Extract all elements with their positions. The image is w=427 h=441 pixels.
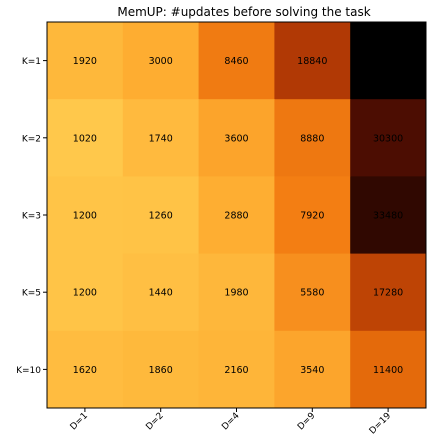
heatmap-cell bbox=[122, 253, 200, 332]
x-tick-label: D=19 bbox=[368, 411, 394, 437]
heatmap-cell bbox=[274, 99, 351, 177]
x-tick-label: D=4 bbox=[220, 411, 242, 433]
cell-value-label: 1740 bbox=[149, 133, 173, 144]
cell-value-label: 33480 bbox=[373, 211, 403, 222]
cell-value-label: 1440 bbox=[149, 288, 173, 299]
heatmap-cell bbox=[198, 22, 275, 100]
x-tick-label: D=9 bbox=[296, 411, 318, 433]
heatmap-cell bbox=[47, 176, 124, 255]
heatmap-cell bbox=[274, 253, 351, 332]
cell-value-label: 1980 bbox=[224, 288, 248, 299]
cell-value-label: 1200 bbox=[73, 288, 97, 299]
cell-value-label: 3540 bbox=[300, 365, 324, 376]
y-tick-label: K=1 bbox=[22, 57, 41, 67]
heatmap-cell bbox=[198, 176, 275, 255]
heatmap-cell bbox=[47, 22, 124, 100]
y-tick-label: K=10 bbox=[16, 366, 41, 376]
cell-value-label: 2880 bbox=[224, 211, 248, 222]
y-axis: K=1 K=2 K=3 K=5 K=10 bbox=[16, 57, 47, 376]
heatmap-cell bbox=[122, 99, 200, 177]
cell-value-label: 3000 bbox=[149, 56, 173, 67]
cell-value-label: 1020 bbox=[73, 133, 97, 144]
heatmap-cell bbox=[122, 22, 200, 100]
heatmap-cell bbox=[198, 99, 275, 177]
heatmap-cell bbox=[47, 330, 124, 409]
heatmap-cell bbox=[122, 176, 200, 255]
y-tick-label: K=2 bbox=[22, 134, 41, 144]
heatmap-cell bbox=[350, 176, 427, 255]
y-tick-label: K=5 bbox=[22, 289, 41, 299]
heatmap-cell bbox=[350, 330, 427, 409]
cell-value-label: 18840 bbox=[297, 56, 327, 67]
cell-value-label: 8880 bbox=[300, 133, 324, 144]
heatmap-cells bbox=[47, 22, 427, 409]
cell-value-label: 8460 bbox=[224, 56, 248, 67]
heatmap-cell bbox=[274, 330, 351, 409]
cell-value-label: 1860 bbox=[149, 365, 173, 376]
heatmap-cell-labels: 1920 3000 8460 18840 1020 1740 3600 8880 30300 12… bbox=[73, 56, 403, 376]
heatmap-cell bbox=[350, 22, 427, 100]
x-tick-label: D=1 bbox=[69, 411, 90, 432]
heatmap-cell bbox=[350, 253, 427, 332]
heatmap-cell bbox=[274, 176, 351, 255]
cell-value-label: 30300 bbox=[373, 133, 403, 144]
heatmap-cell bbox=[47, 253, 124, 332]
heatmap-cell bbox=[350, 99, 427, 177]
heatmap-cell bbox=[47, 99, 124, 177]
cell-value-label: 11400 bbox=[373, 365, 403, 376]
cell-value-label: 1920 bbox=[73, 56, 97, 67]
cell-value-label: 7920 bbox=[300, 211, 324, 222]
heatmap-cell bbox=[198, 253, 275, 332]
x-axis: D=1 D=2 D=4 D=9 D=19 bbox=[69, 408, 394, 437]
y-tick-label: K=3 bbox=[22, 212, 41, 222]
cell-value-label: 1620 bbox=[73, 365, 97, 376]
cell-value-label: 1200 bbox=[73, 211, 97, 222]
cell-value-label: 3600 bbox=[224, 133, 248, 144]
x-tick-label: D=2 bbox=[144, 411, 165, 432]
cell-value-label: 1260 bbox=[149, 211, 173, 222]
cell-value-label: 5580 bbox=[300, 288, 324, 299]
cell-value-label: 17280 bbox=[373, 288, 403, 299]
heatmap-cell bbox=[198, 330, 275, 409]
chart-title: MemUP: #updates before solving the task bbox=[117, 5, 370, 19]
heatmap-cell bbox=[122, 330, 200, 409]
heatmap-cell bbox=[274, 22, 351, 100]
cell-value-label: 2160 bbox=[224, 365, 248, 376]
